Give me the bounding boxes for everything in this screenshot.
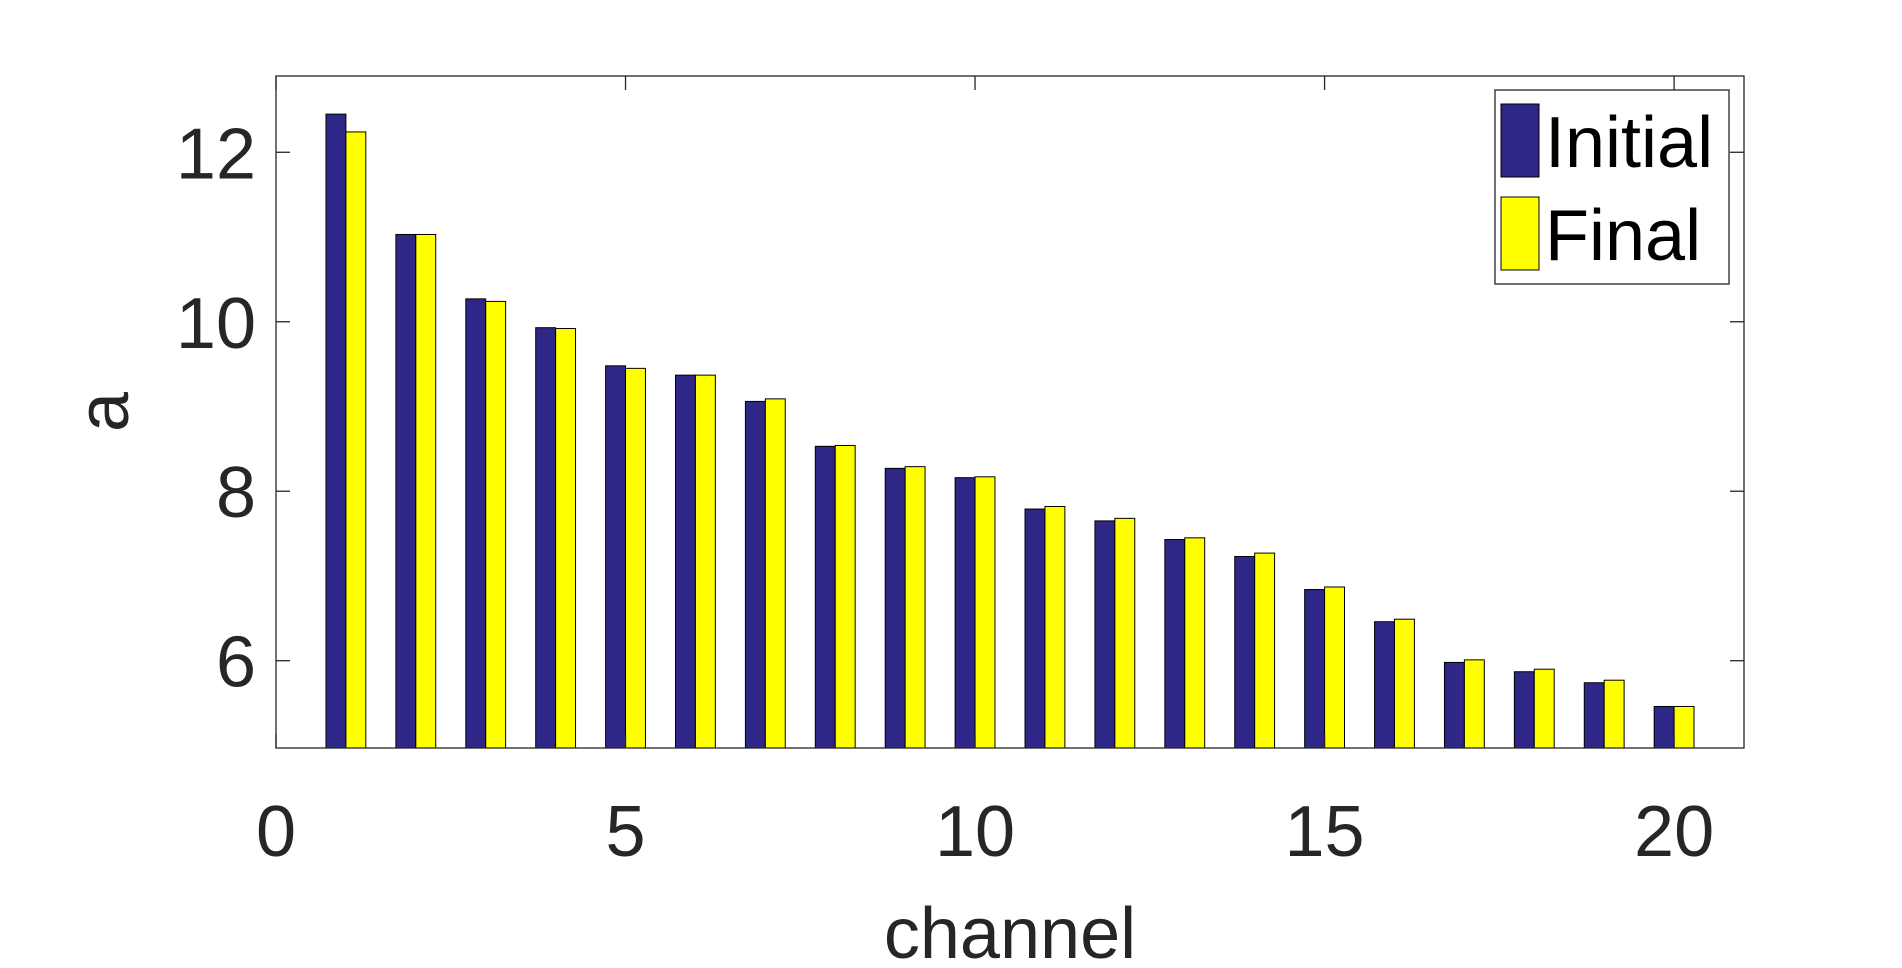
bar-initial-6 (675, 374, 696, 749)
legend-label-initial: Initial (1545, 103, 1713, 183)
bar-final-7 (764, 398, 786, 749)
legend-swatch-initial (1500, 103, 1540, 178)
bar-final-3 (485, 300, 507, 749)
legend: Initial Final (1494, 89, 1730, 285)
x-tick-label: 0 (256, 792, 296, 872)
bar-final-8 (834, 444, 856, 749)
y-tick-label: 6 (216, 623, 256, 703)
bar-final-4 (555, 328, 577, 749)
x-axis-label: channel (884, 894, 1136, 968)
bar-initial-17 (1443, 661, 1465, 749)
axis-ticks (275, 76, 1744, 748)
bar-initial-19 (1583, 682, 1605, 749)
bar-final-11 (1044, 505, 1066, 749)
bar-initial-8 (814, 445, 836, 749)
x-tick-label: 20 (1634, 792, 1714, 872)
plot-area-frame (275, 75, 1745, 749)
bar-final-13 (1184, 537, 1206, 749)
bar-initial-14 (1234, 555, 1256, 749)
bar-initial-15 (1304, 589, 1326, 749)
legend-swatch-final (1500, 196, 1540, 271)
x-tick-label: 10 (935, 792, 1015, 872)
bar-initial-20 (1653, 705, 1675, 749)
bar-final-14 (1254, 552, 1276, 749)
bar-initial-10 (954, 477, 976, 749)
y-axis-label: a (64, 391, 144, 432)
y-tick-labels: 6 8 10 12 (176, 114, 256, 702)
y-tick-label: 12 (176, 114, 256, 194)
bar-initial-9 (884, 467, 906, 749)
bar-initial-4 (535, 327, 557, 749)
bar-final-18 (1533, 668, 1555, 749)
x-tick-label: 5 (606, 792, 646, 872)
bar-final-15 (1324, 586, 1345, 749)
bar-final-20 (1673, 705, 1695, 749)
x-tick-label: 15 (1285, 792, 1365, 872)
x-tick-labels: 0 5 10 15 20 (256, 792, 1714, 872)
y-tick-label: 8 (216, 453, 256, 533)
bar-final-19 (1603, 679, 1625, 749)
bar-initial-2 (395, 233, 417, 749)
bar-final-10 (974, 476, 996, 749)
bar-initial-16 (1374, 621, 1395, 749)
legend-label-final: Final (1545, 196, 1701, 276)
bar-initial-1 (325, 113, 347, 749)
bar-final-2 (415, 233, 437, 749)
bar-final-17 (1463, 659, 1485, 749)
bar-initial-11 (1024, 508, 1046, 749)
bar-final-5 (625, 367, 646, 749)
bars-layer (325, 113, 1695, 749)
bar-initial-13 (1164, 539, 1186, 749)
bar-initial-12 (1094, 520, 1116, 749)
bar-final-9 (904, 466, 926, 749)
bar-initial-3 (465, 298, 487, 749)
bar-initial-7 (744, 400, 766, 749)
bar-final-6 (694, 374, 716, 749)
bar-final-16 (1393, 618, 1415, 749)
bar-initial-5 (605, 365, 627, 749)
bar-initial-18 (1513, 671, 1535, 749)
bar-final-1 (345, 131, 367, 749)
bar-final-12 (1114, 517, 1136, 749)
y-tick-label: 10 (176, 284, 256, 364)
